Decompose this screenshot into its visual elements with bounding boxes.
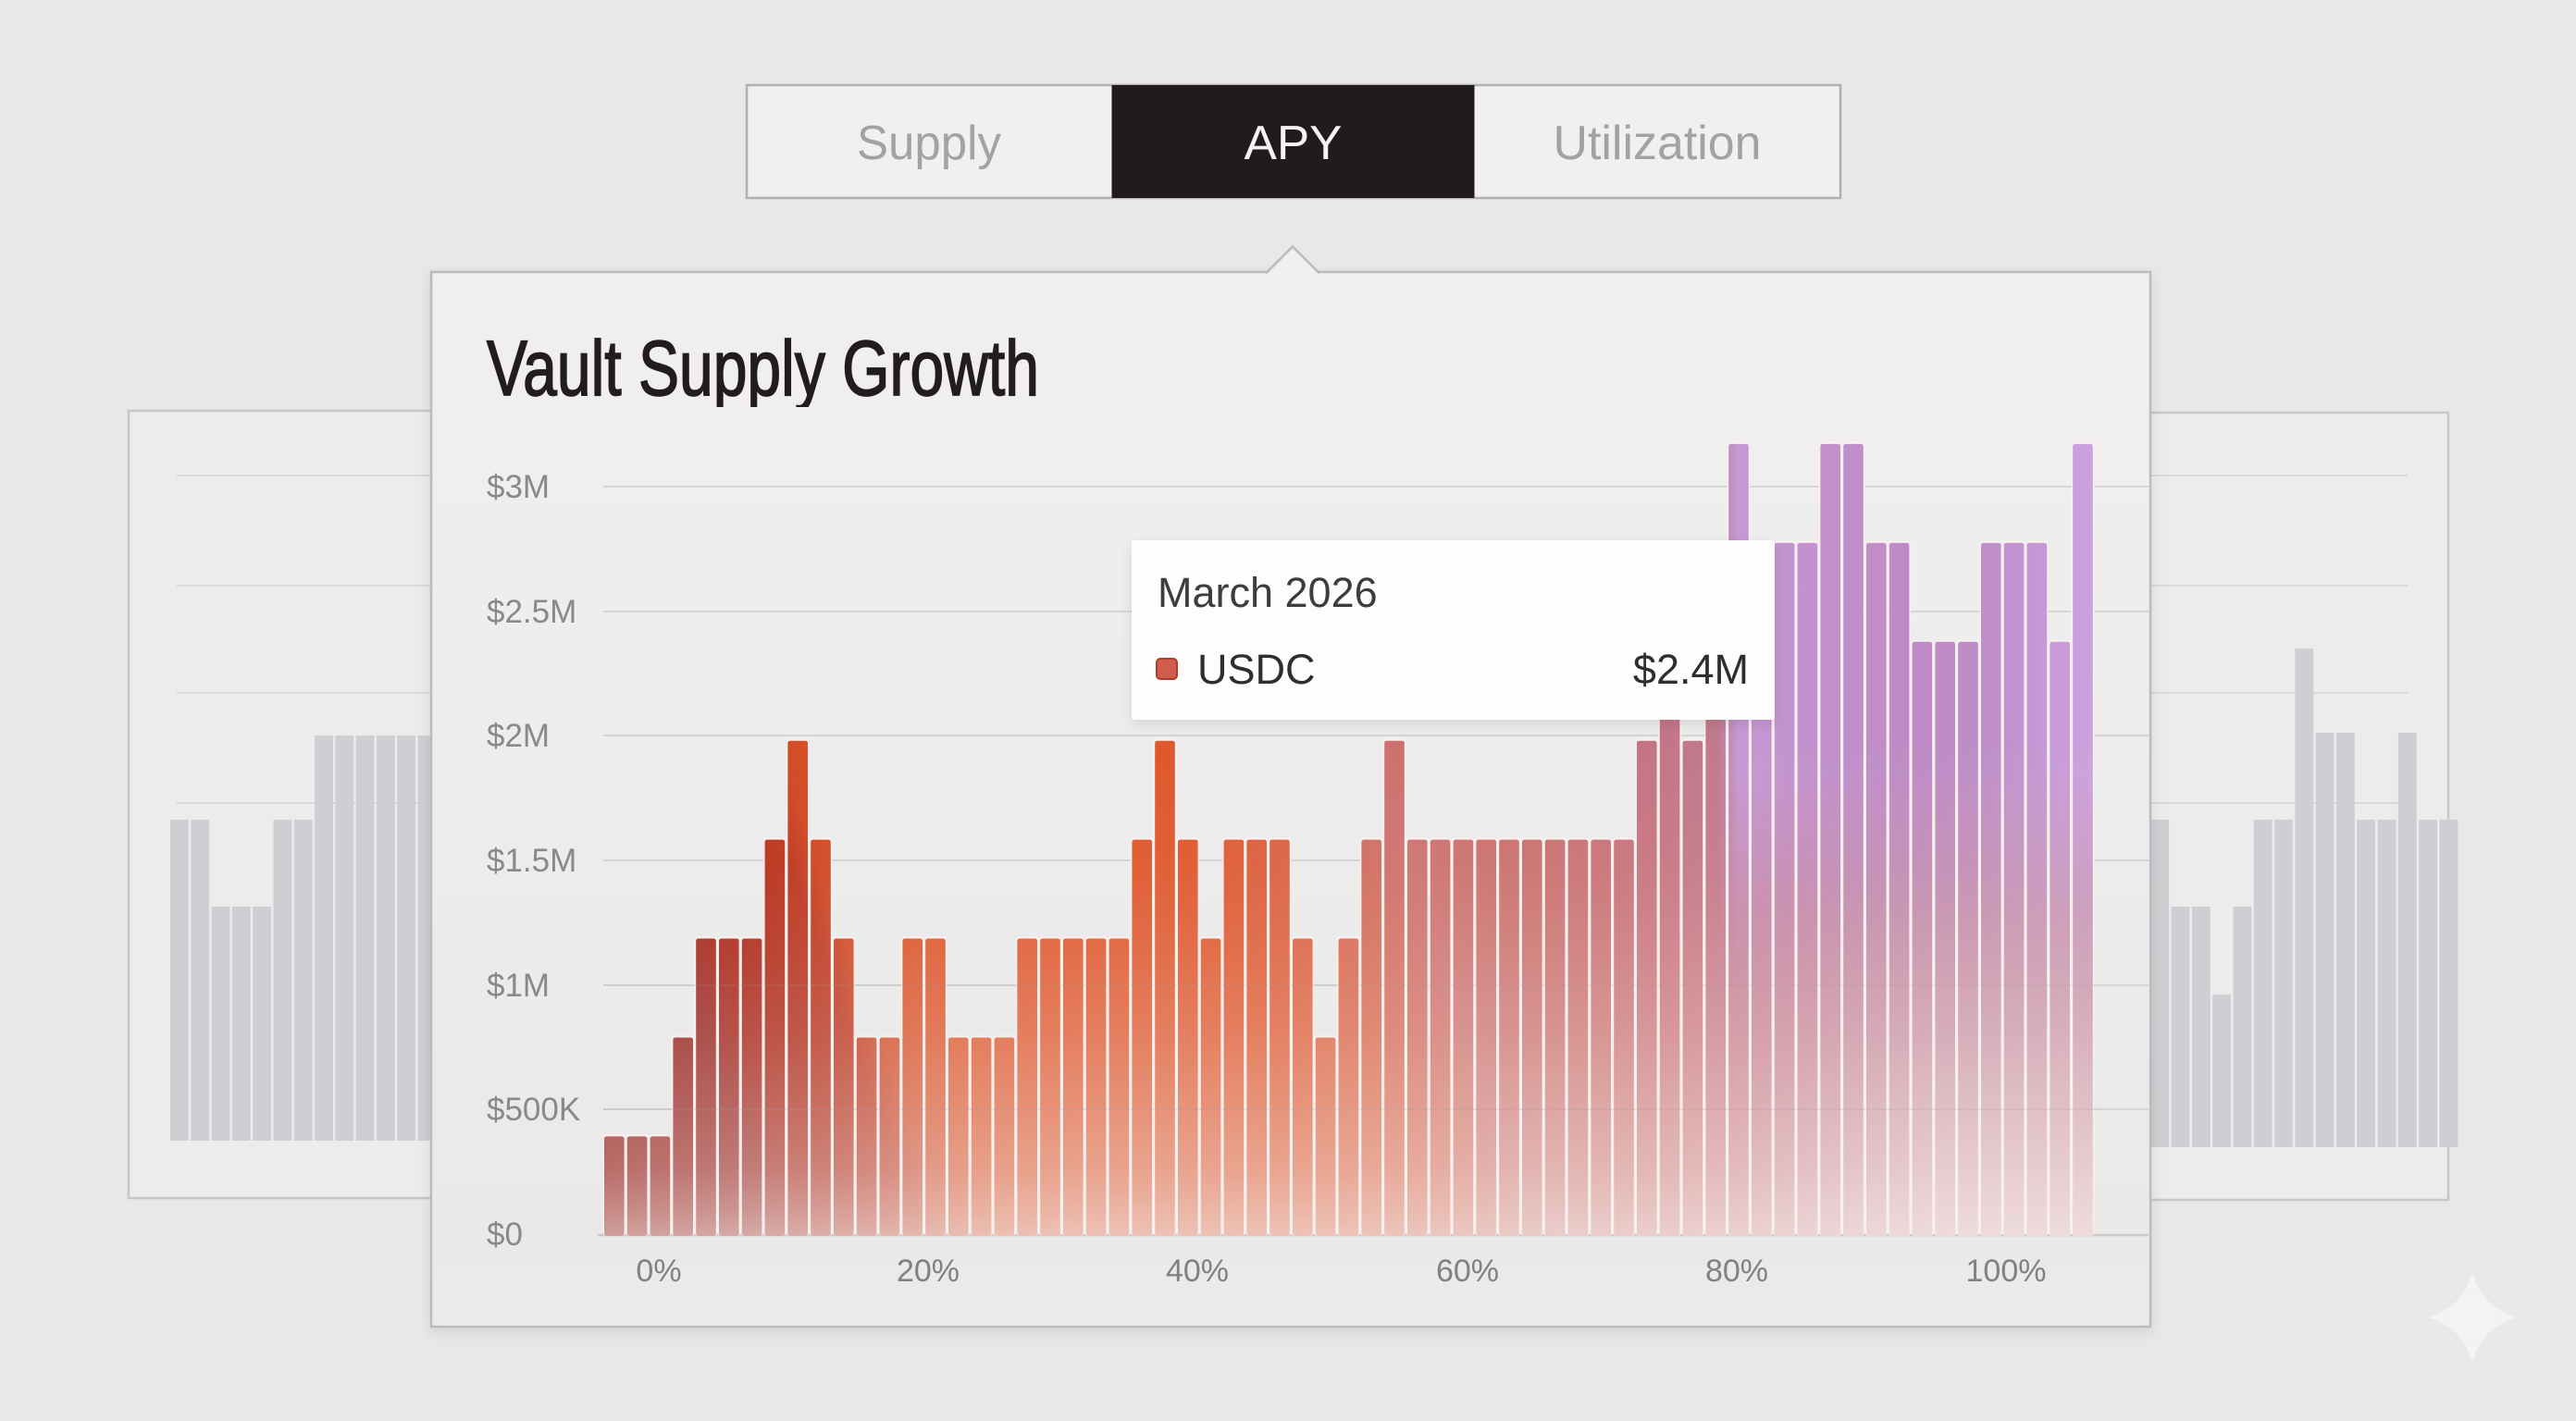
svg-text:$0: $0: [487, 1217, 523, 1253]
svg-text:Utilization: Utilization: [1554, 117, 1762, 170]
svg-text:March 2026: March 2026: [1158, 569, 1378, 616]
svg-text:80%: 80%: [1705, 1254, 1768, 1289]
svg-text:$1.5M: $1.5M: [487, 843, 576, 879]
svg-text:$1M: $1M: [487, 968, 550, 1004]
svg-text:100%: 100%: [1966, 1254, 2047, 1289]
svg-text:40%: 40%: [1166, 1254, 1229, 1289]
svg-text:$2M: $2M: [487, 718, 550, 754]
svg-text:Vault Supply Growth: Vault Supply Growth: [487, 325, 1039, 412]
svg-text:$500K: $500K: [487, 1092, 580, 1128]
svg-text:Supply: Supply: [857, 117, 1001, 170]
svg-text:$2.5M: $2.5M: [487, 594, 576, 630]
svg-text:APY: APY: [1245, 117, 1343, 170]
svg-text:60%: 60%: [1436, 1254, 1499, 1289]
svg-text:$2.4M: $2.4M: [1633, 646, 1749, 693]
svg-text:$3M: $3M: [487, 469, 550, 505]
svg-text:0%: 0%: [636, 1254, 681, 1289]
svg-text:USDC: USDC: [1197, 646, 1316, 693]
svg-text:20%: 20%: [897, 1254, 960, 1289]
